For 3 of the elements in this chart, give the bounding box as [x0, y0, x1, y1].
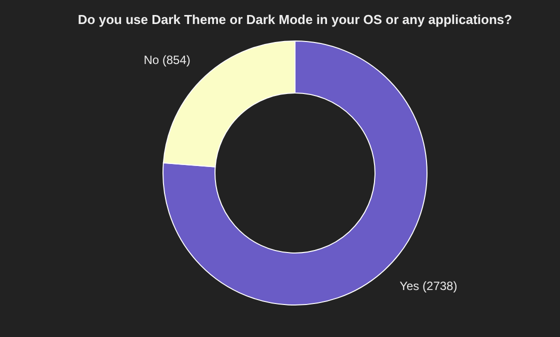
- slice-label: Yes (2738): [400, 279, 458, 294]
- slice-label: No (854): [144, 52, 190, 67]
- chart-title: Do you use Dark Theme or Dark Mode in your OS or any applications?: [76, 12, 514, 27]
